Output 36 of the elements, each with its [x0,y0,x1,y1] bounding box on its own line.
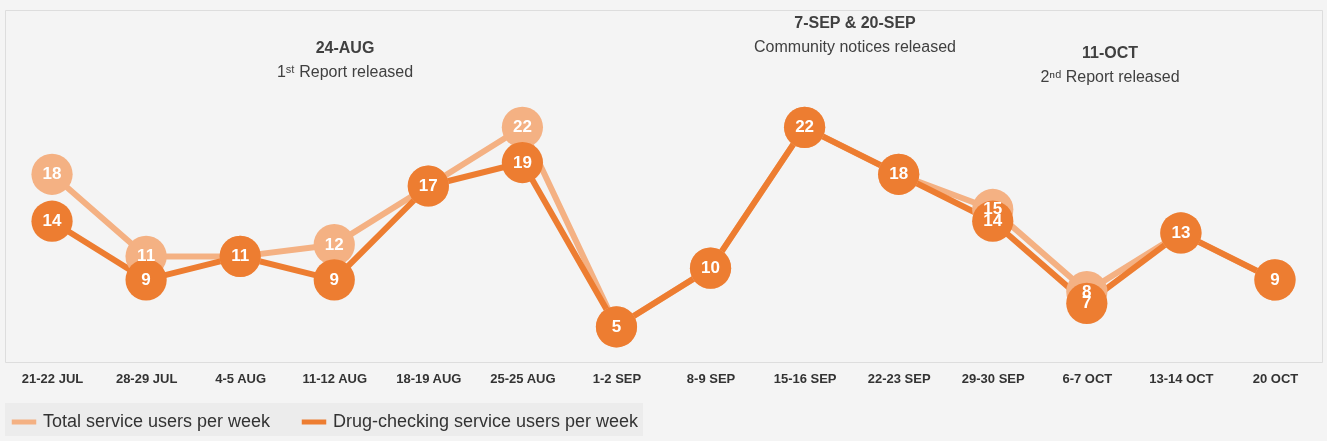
data-label: 18 [42,164,62,184]
point [125,259,167,301]
legend-label: Drug-checking service users per week [333,411,640,431]
data-label: 19 [512,152,532,172]
point [313,259,355,301]
data-label: 22 [512,117,532,137]
text: 11-OCT 2ⁿᵈ Report released [1040,44,1180,85]
data-label: 10 [701,258,720,278]
x-tick-label: 8-9 SEP [686,370,736,386]
x-tick-label: 1-2 SEP [592,370,642,386]
x-tick-label: 21-22 JUL [21,370,84,386]
data-label: 9 [329,269,339,289]
x-tick-label: 22-23 SEP [867,370,931,386]
x-tick-label: 28-29 JUL [115,370,178,386]
data-label: 13 [1171,222,1191,242]
data-label: 12 [324,234,344,254]
x-tick-label: 13-14 OCT [1149,370,1214,386]
x-tick-label: 18-19 AUG [396,370,462,386]
x-tick-label: 15-16 SEP [773,370,837,386]
x-tick-label: 20 OCT [1252,370,1299,386]
data-label: 14 [42,211,63,231]
data-label: 18 [889,164,909,184]
x-tick-label: 6-7 OCT [1062,370,1113,386]
x-tick-label: 11-12 AUG [302,370,368,386]
legend-label: Total service users per week [43,411,272,431]
text: 24-AUG 1ˢᵗ Report released [276,39,414,80]
x-tick-label: 25-25 AUG [490,370,556,386]
data-label: 9 [1270,269,1280,289]
text: 7-SEP & 20-SEP Community notices released [754,14,956,55]
data-label: 11 [231,246,250,266]
data-label: 9 [141,269,151,289]
x-tick-label: 29-30 SEP [961,370,1026,386]
data-label: 22 [795,117,815,137]
data-label: 5 [611,316,622,336]
data-label: 17 [418,176,438,195]
x-tick-label: 4-5 AUG [215,370,267,386]
